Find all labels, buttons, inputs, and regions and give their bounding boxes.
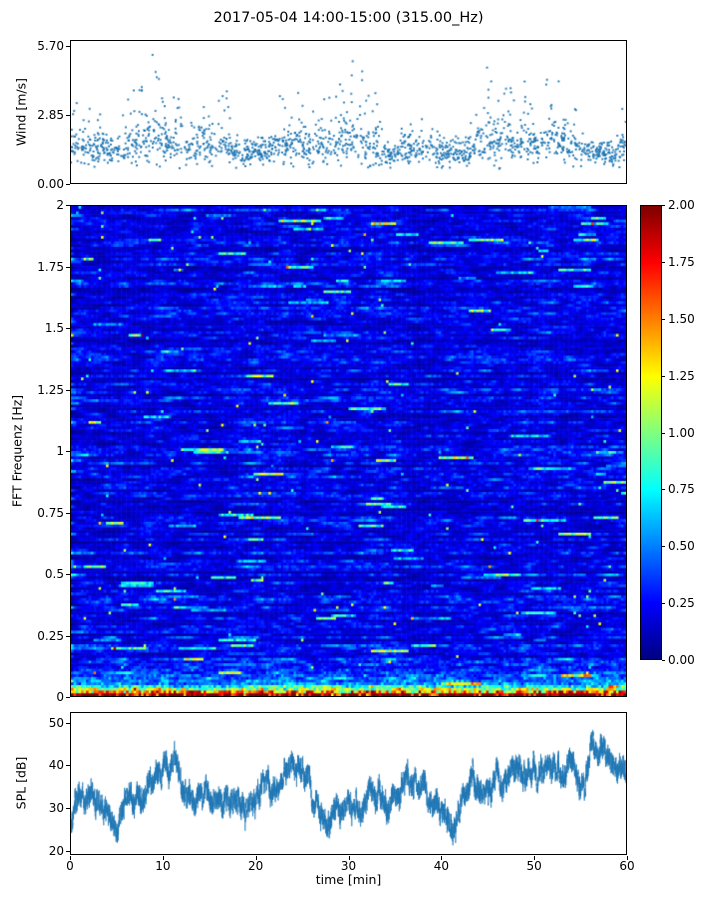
colorbar-gradient xyxy=(641,206,661,659)
fft-y-tick-mark xyxy=(66,697,70,698)
fft-y-tick-label: 1.5 xyxy=(44,321,64,335)
spectrogram-plot xyxy=(70,205,627,697)
time-x-tick-mark xyxy=(441,856,442,860)
time-x-tick-mark xyxy=(256,856,257,860)
fft-y-tick-label: 2 xyxy=(56,198,64,212)
time-x-tick-mark xyxy=(627,856,628,860)
wind-scatter-canvas xyxy=(71,41,626,183)
fft-y-tick-mark xyxy=(66,513,70,514)
fft-y-tick-label: 1.25 xyxy=(37,382,64,397)
fft-y-tick-label: 0.5 xyxy=(44,567,64,581)
colorbar-tick-label: 0.25 xyxy=(668,596,695,611)
spl-y-tick-mark xyxy=(66,723,70,724)
time-x-tick-mark xyxy=(349,856,350,860)
fft-y-tick-mark xyxy=(66,267,70,268)
time-x-tick-mark xyxy=(70,856,71,860)
spl-y-tick-label: 40 xyxy=(48,758,64,773)
time-x-tick-label: 50 xyxy=(526,859,542,873)
fft-y-tick-mark xyxy=(66,328,70,329)
spl-y-tick-label: 50 xyxy=(48,715,64,730)
colorbar-tick-label: 0.75 xyxy=(668,482,695,497)
colorbar-tick-label: 0.50 xyxy=(668,539,695,554)
time-x-tick-mark xyxy=(534,856,535,860)
colorbar xyxy=(640,205,662,660)
figure-title: 2017-05-04 14:00-15:00 (315.00_Hz) xyxy=(213,10,484,26)
colorbar-tick-label: 1.25 xyxy=(668,368,695,383)
spl-line-plot xyxy=(70,712,627,855)
time-x-tick-mark xyxy=(163,856,164,860)
fft-y-tick-mark xyxy=(66,451,70,452)
colorbar-tick-label: 1.50 xyxy=(668,311,695,326)
colorbar-tick-mark xyxy=(662,433,665,434)
wind-y-tick-label: 2.85 xyxy=(37,107,64,122)
colorbar-tick-label: 2.00 xyxy=(668,198,695,212)
spl-y-tick-mark xyxy=(66,851,70,852)
fft-y-tick-label: 1.75 xyxy=(37,259,64,274)
x-axis-label: time [min] xyxy=(315,872,382,887)
spl-y-tick-mark xyxy=(66,765,70,766)
wind-scatter-plot xyxy=(70,40,627,184)
fft-y-tick-label: 1 xyxy=(56,444,64,458)
time-x-tick-label: 20 xyxy=(248,859,264,873)
wind-y-tick-mark xyxy=(66,115,70,116)
colorbar-tick-label: 1.00 xyxy=(668,425,695,440)
time-x-tick-label: 60 xyxy=(619,859,635,873)
colorbar-tick-mark xyxy=(662,489,665,490)
time-x-tick-label: 30 xyxy=(340,859,357,873)
fft-y-tick-mark xyxy=(66,574,70,575)
wind-y-tick-label: 0.00 xyxy=(37,177,64,191)
time-x-tick-label: 0 xyxy=(66,859,74,873)
colorbar-tick-label: 1.75 xyxy=(668,254,695,269)
colorbar-tick-mark xyxy=(662,319,665,320)
colorbar-tick-mark xyxy=(662,262,665,263)
fft-y-tick-label: 0.75 xyxy=(37,505,64,520)
spl-y-tick-mark xyxy=(66,808,70,809)
time-x-tick-label: 40 xyxy=(433,859,449,873)
colorbar-tick-label: 0.00 xyxy=(668,653,695,667)
wind-y-tick-mark xyxy=(66,46,70,47)
fft-y-tick-mark xyxy=(66,636,70,637)
spl-y-tick-label: 20 xyxy=(48,843,64,858)
fft-y-tick-mark xyxy=(66,205,70,206)
fft-y-tick-label: 0.25 xyxy=(37,628,64,643)
colorbar-tick-mark xyxy=(662,376,665,377)
fft-y-tick-label: 0 xyxy=(56,690,64,704)
wind-y-tick-label: 5.70 xyxy=(37,38,64,53)
spectrogram-canvas xyxy=(71,206,626,696)
spl-y-tick-label: 30 xyxy=(48,801,64,816)
spl-line-canvas xyxy=(71,713,626,854)
time-x-tick-label: 10 xyxy=(155,859,171,873)
colorbar-tick-mark xyxy=(662,660,665,661)
colorbar-tick-mark xyxy=(662,546,665,547)
colorbar-tick-mark xyxy=(662,205,665,206)
colorbar-tick-mark xyxy=(662,603,665,604)
fft-y-tick-mark xyxy=(66,390,70,391)
wind-y-tick-mark xyxy=(66,184,70,185)
